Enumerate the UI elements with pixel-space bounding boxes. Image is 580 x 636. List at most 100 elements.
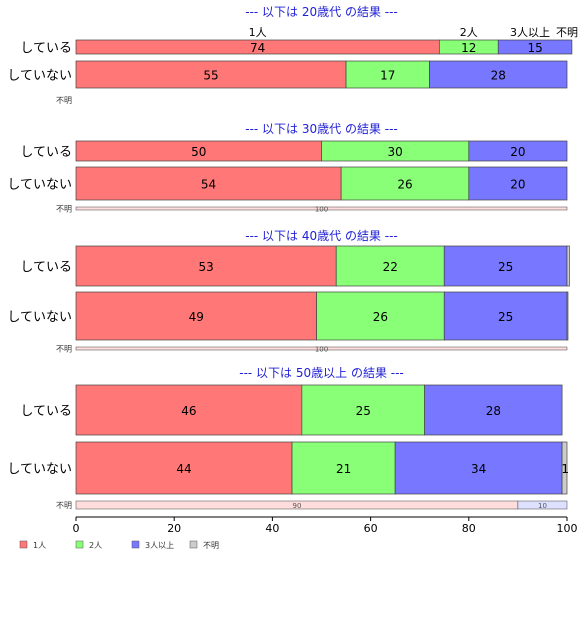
x-tick-label: 40	[265, 522, 279, 535]
x-tick-label: 100	[557, 522, 578, 535]
x-tick-label: 20	[167, 522, 181, 535]
panel-3: --- 以下は 40歳代 の結果 --- している 53 22 25 していない 49 26 2…	[7, 229, 570, 354]
legend-item: 2人	[75, 540, 102, 550]
legend-swatch	[189, 540, 198, 549]
bar-segment	[517, 500, 568, 510]
row-label: している	[20, 404, 72, 419]
panel-title: --- 以下は 20歳代 の結果 ---	[245, 5, 398, 19]
legend-swatch	[75, 540, 84, 549]
data-label: 100	[315, 346, 328, 354]
legend-item: 1人	[19, 540, 46, 550]
legend-label: 1人	[33, 541, 46, 550]
data-label: 34	[471, 462, 486, 476]
data-label: 100	[315, 206, 328, 214]
bar-row: している 53 22 25	[20, 245, 570, 287]
row-label: 不明	[56, 501, 72, 510]
bar-segment	[291, 441, 396, 495]
bar-segment	[443, 245, 568, 287]
bar-row: 不明 100	[56, 345, 568, 354]
data-label: 26	[373, 310, 388, 324]
row-label: している	[20, 145, 72, 160]
bar-segment	[566, 291, 569, 341]
bar-row: していない 49 26 25	[7, 291, 569, 341]
bar-row: していない 55 17 28	[7, 60, 568, 89]
bar-row: 不明 90 10	[56, 500, 568, 510]
data-label: 90	[292, 502, 301, 510]
bar-segment	[75, 166, 342, 201]
row-label: していない	[7, 69, 72, 84]
data-label: 25	[498, 310, 513, 324]
x-tick-label: 0	[73, 522, 80, 535]
legend-label: 2人	[89, 541, 102, 550]
bar-row: 不明 100	[56, 205, 568, 214]
row-label: 不明	[56, 96, 72, 105]
bar-segment	[468, 166, 568, 201]
data-label: 1	[561, 462, 569, 476]
row-label: 不明	[56, 205, 72, 214]
bar-segment	[345, 60, 430, 89]
data-label: 46	[181, 404, 196, 418]
bar-segment	[424, 384, 563, 436]
data-label: 30	[388, 145, 403, 159]
legend-item: 3人以上	[131, 540, 174, 550]
header-label-2: 2人	[460, 26, 478, 39]
header-label-3: 3人以上	[510, 26, 550, 39]
panel-title: --- 以下は 40歳代 の結果 ---	[245, 229, 398, 243]
bar-segment	[316, 291, 445, 341]
data-label: 22	[383, 260, 398, 274]
bar-row: していない 54 26 20	[7, 166, 568, 201]
bar-segment	[394, 441, 563, 495]
data-label: 26	[397, 178, 412, 192]
x-tick-label: 80	[462, 522, 476, 535]
bar-segment	[75, 441, 293, 495]
bar-row: している 50 30 20	[20, 140, 568, 162]
row-label: している	[20, 41, 72, 56]
legend-label: 不明	[203, 541, 219, 550]
data-label: 28	[491, 69, 506, 83]
data-label: 25	[498, 260, 513, 274]
row-label: していない	[7, 462, 72, 477]
bar-row: 不明	[56, 96, 72, 105]
bar-segment	[566, 245, 570, 287]
header-label-4: 不明	[556, 26, 578, 39]
bar-segment	[75, 245, 337, 287]
bar-segment	[75, 291, 317, 341]
data-label: 53	[198, 260, 213, 274]
data-label: 25	[356, 404, 371, 418]
panel-title: --- 以下は 50歳以上 の結果 ---	[239, 366, 404, 380]
legend-swatch	[19, 540, 28, 549]
data-label: 10	[538, 502, 547, 510]
bar-segment	[443, 291, 568, 341]
panel-title: --- 以下は 30歳代 の結果 ---	[245, 122, 398, 136]
data-label: 55	[203, 69, 218, 83]
panel-2: --- 以下は 30歳代 の結果 --- している 50 30 20 していない 54 26 2…	[7, 122, 568, 214]
data-label: 21	[336, 462, 351, 476]
panel-1: --- 以下は 20歳代 の結果 --- している 74 12 15 していない 55 17 2…	[7, 5, 573, 105]
bar-row: している 74 12 15	[20, 39, 573, 56]
bar-row: している 46 25 28	[20, 384, 563, 436]
bar-segment	[75, 346, 568, 351]
bar-row: していない 44 21 34 1	[7, 441, 569, 495]
bar-segment	[468, 140, 568, 162]
data-label: 15	[527, 41, 542, 55]
bar-segment	[429, 60, 568, 89]
bar-segment	[497, 39, 573, 55]
data-label: 74	[250, 41, 265, 55]
data-label: 20	[510, 178, 525, 192]
data-label: 20	[510, 145, 525, 159]
header-label-1: 1人	[249, 26, 267, 39]
bar-segment	[75, 206, 568, 211]
data-label: 12	[461, 41, 476, 55]
data-label: 44	[176, 462, 191, 476]
legend-item: 不明	[189, 540, 219, 550]
panel-4: --- 以下は 50歳以上 の結果 --- している 46 25 28 していない 44 21…	[7, 366, 569, 510]
data-label: 49	[189, 310, 204, 324]
row-label: している	[20, 260, 72, 275]
legend-label: 3人以上	[145, 541, 174, 550]
data-label: 17	[380, 69, 395, 83]
bar-segment	[301, 384, 425, 436]
data-label: 50	[191, 145, 206, 159]
bar-segment	[335, 245, 445, 287]
row-label: 不明	[56, 345, 72, 354]
